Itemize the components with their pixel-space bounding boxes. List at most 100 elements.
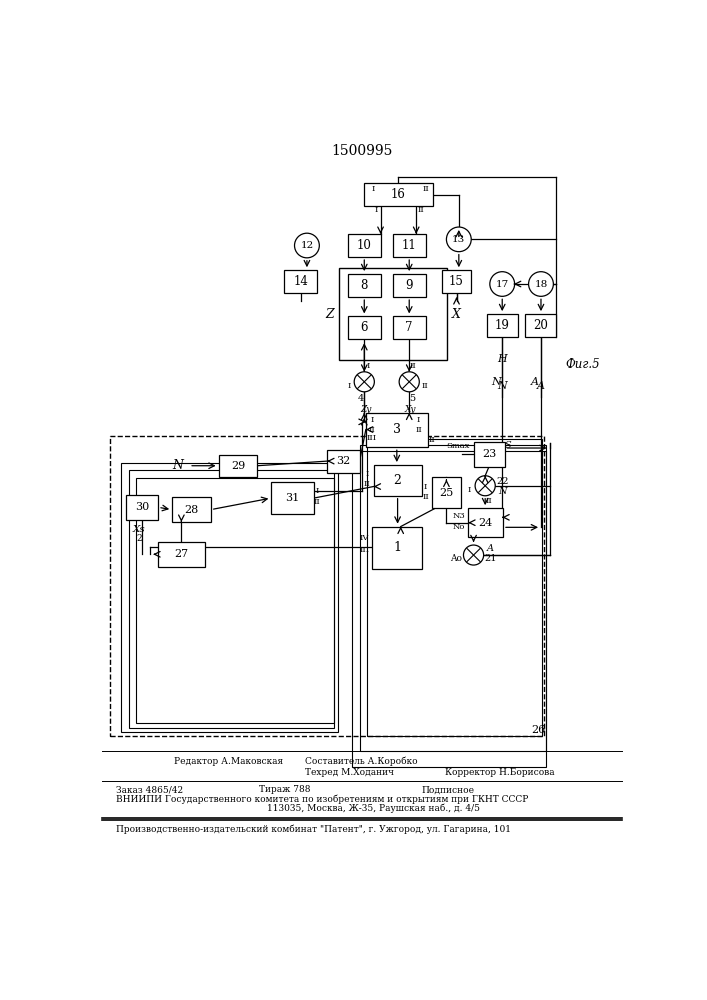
Text: 16: 16 [391,188,406,201]
Text: 28: 28 [185,505,199,515]
Bar [348,234,380,257]
Circle shape [295,233,320,258]
Text: 23: 23 [482,449,496,459]
Text: 1: 1 [393,541,401,554]
Bar [474,442,505,466]
Text: N3: N3 [452,512,465,520]
Text: I: I [468,486,472,494]
Bar [172,497,211,522]
Bar [284,270,317,293]
Text: 22: 22 [496,477,508,486]
Bar [126,495,158,520]
Bar [486,314,518,337]
Text: Редактор А.Маковская: Редактор А.Маковская [174,757,283,766]
Circle shape [464,545,484,565]
Text: 7: 7 [406,321,413,334]
Circle shape [354,372,374,392]
Bar [393,234,426,257]
Text: S: S [504,441,511,450]
Bar [110,436,544,736]
Text: 13: 13 [452,235,465,244]
Bar [271,482,314,514]
Text: Корректор Н.Борисова: Корректор Н.Борисова [445,768,554,777]
Text: 5: 5 [409,394,416,403]
Text: III: III [359,546,369,554]
Text: Ao: Ao [450,554,462,563]
Bar [327,450,360,473]
Bar [525,314,556,337]
Text: 113035, Москва, Ж-35, Раушская наб., д. 4/5: 113035, Москва, Ж-35, Раушская наб., д. … [267,804,479,813]
Text: I: I [347,382,351,390]
Text: III: III [367,434,377,442]
Bar [352,451,546,767]
Text: II: II [415,426,422,434]
Text: I: I [315,487,319,495]
Text: H: H [497,354,507,364]
Bar [158,542,204,567]
Text: Smax: Smax [446,442,469,450]
Text: 14: 14 [293,275,308,288]
Text: 4: 4 [358,394,364,403]
Text: 6: 6 [361,321,368,334]
Text: 12: 12 [300,241,313,250]
Circle shape [399,372,419,392]
Circle shape [446,227,472,252]
Text: ВНИИПИ Государственного комитета по изобретениям и открытиям при ГКНТ СССР: ВНИИПИ Государственного комитета по изоб… [115,794,528,804]
Text: IV: IV [360,534,369,542]
Text: 2: 2 [394,474,402,487]
Text: Xу: Xу [405,405,416,414]
Text: II: II [410,362,416,370]
Text: II: II [314,498,320,506]
Bar [360,445,546,751]
Text: II: II [368,426,375,434]
Text: I: I [374,206,378,214]
Text: 2: 2 [136,534,142,543]
Text: II: II [364,480,370,488]
Text: I: I [417,416,420,424]
Text: Z: Z [325,308,334,321]
Text: 26: 26 [531,725,545,735]
Text: I: I [366,362,370,370]
Text: N: N [497,381,507,391]
Text: II: II [486,497,492,505]
Text: I: I [366,470,369,478]
Text: Тираж 788: Тираж 788 [259,785,310,794]
Text: 9: 9 [406,279,413,292]
Text: Подписное: Подписное [421,785,474,794]
Text: Zу: Zу [360,405,372,414]
Text: I: I [423,483,427,491]
Bar [393,274,426,297]
Text: N: N [498,487,506,496]
Bar [393,316,426,339]
Bar [121,463,338,732]
Text: 11: 11 [402,239,416,252]
Bar [339,268,448,360]
Text: 1500995: 1500995 [332,144,392,158]
Text: Техред М.Ходанич: Техред М.Ходанич [305,768,395,777]
Text: I: I [370,416,374,424]
Circle shape [490,272,515,296]
Text: 18: 18 [534,280,548,289]
Text: No: No [452,523,465,531]
Text: Фиг.5: Фиг.5 [566,358,600,371]
Text: 31: 31 [286,493,300,503]
Text: Производственно-издательский комбинат "Патент", г. Ужгород, ул. Гагарина, 101: Производственно-издательский комбинат "П… [115,824,510,834]
Text: Составитель А.Коробко: Составитель А.Коробко [305,757,418,766]
Text: 29: 29 [230,461,245,471]
Bar [442,270,472,293]
Bar [372,527,422,569]
Bar [468,508,503,537]
Text: II: II [422,185,429,193]
Text: 15: 15 [449,275,464,288]
Text: II: II [421,382,428,390]
Text: A: A [531,377,539,387]
Bar [363,183,433,206]
Text: 10: 10 [357,239,372,252]
Text: 30: 30 [135,502,149,512]
Bar [348,316,380,339]
Text: A: A [537,381,545,391]
Text: II: II [428,436,435,444]
Text: 32: 32 [337,456,351,466]
Bar [373,465,421,496]
Bar [129,470,334,728]
